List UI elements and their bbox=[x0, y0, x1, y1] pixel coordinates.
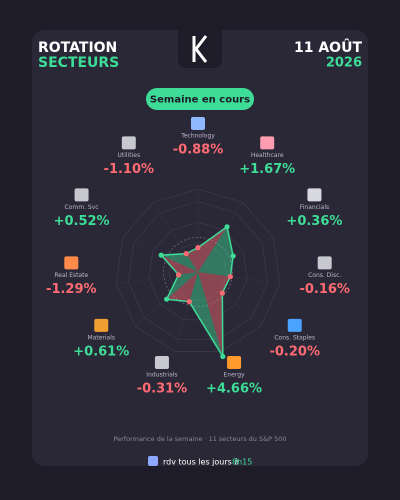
sector-name: Technology bbox=[180, 133, 215, 140]
sector-icon bbox=[227, 356, 242, 370]
radar-segment bbox=[189, 272, 223, 357]
title: ROTATION bbox=[38, 40, 117, 56]
radar-ring bbox=[148, 221, 248, 321]
sector-value: +0.61% bbox=[73, 344, 129, 359]
radar-point bbox=[227, 274, 233, 280]
radar-spoke bbox=[197, 271, 261, 327]
sector-name: Comm. Svc bbox=[65, 204, 99, 211]
sector-icon bbox=[74, 188, 89, 202]
period-button[interactable] bbox=[146, 88, 254, 110]
radar-point bbox=[195, 245, 201, 251]
cta: rdv tous les jours à bbox=[163, 458, 239, 467]
sector-icon bbox=[94, 318, 109, 332]
radar-spoke bbox=[152, 202, 199, 273]
logo bbox=[192, 35, 208, 63]
sector-icon bbox=[121, 136, 136, 150]
radar-spoke bbox=[197, 271, 280, 285]
cta-time: 8h15 bbox=[232, 458, 252, 467]
date: 11 AOÛT bbox=[294, 38, 362, 56]
sector-icon bbox=[317, 256, 332, 270]
sector-name: Real Estate bbox=[54, 272, 88, 279]
title: SECTEURS bbox=[38, 55, 119, 71]
sector-value: -0.31% bbox=[137, 382, 188, 397]
radar-segment bbox=[198, 272, 231, 294]
radar-spoke bbox=[116, 271, 199, 285]
radar-spoke bbox=[174, 271, 199, 352]
radar-point bbox=[175, 272, 182, 278]
radar-point bbox=[230, 253, 236, 259]
radar-point bbox=[220, 353, 226, 360]
sector-icon bbox=[260, 136, 275, 150]
radar-segment bbox=[166, 272, 198, 300]
sector-name: Cons. Disc. bbox=[308, 272, 341, 279]
footnote: Performance de la semaine · 11 secteurs … bbox=[113, 435, 286, 443]
radar-spoke bbox=[197, 237, 274, 273]
sector-value: +0.36% bbox=[286, 214, 342, 229]
calendar-icon bbox=[148, 456, 158, 466]
radar-spoke bbox=[197, 202, 244, 273]
zero-ring bbox=[163, 237, 233, 307]
sector-icon bbox=[287, 318, 302, 332]
sector-name: Materials bbox=[88, 334, 116, 341]
logo-notch bbox=[178, 30, 222, 68]
sector-value: -0.20% bbox=[269, 344, 320, 359]
sector-name: Cons. Staples bbox=[274, 334, 315, 341]
sector-name: Financials bbox=[300, 204, 329, 211]
radar-point bbox=[186, 299, 192, 305]
sector-name: Energy bbox=[224, 372, 245, 379]
radar-segment bbox=[166, 272, 198, 302]
radar-point bbox=[224, 224, 230, 230]
sector-value: +4.66% bbox=[206, 382, 262, 397]
sector-value: -0.88% bbox=[173, 143, 224, 158]
radar-point bbox=[158, 252, 164, 258]
sector-icon bbox=[191, 117, 205, 130]
sector-name: Industrials bbox=[146, 372, 177, 379]
radar-ring bbox=[115, 188, 281, 352]
radar-segment bbox=[198, 255, 234, 277]
radar-segment bbox=[161, 253, 198, 272]
radar-shape bbox=[159, 225, 234, 360]
sector-value: +1.67% bbox=[239, 162, 295, 177]
sector-value: -0.16% bbox=[299, 282, 350, 297]
radar-segment bbox=[198, 226, 234, 272]
sector-icon bbox=[307, 188, 322, 202]
radar-segment bbox=[161, 255, 198, 275]
sector-name: Healthcare bbox=[251, 152, 284, 159]
radar: Technology -0.88% Healthcare +1.67% Financia… bbox=[46, 117, 350, 397]
radar-ring bbox=[168, 242, 228, 301]
radar-segment bbox=[198, 226, 228, 272]
sector-value: -1.29% bbox=[46, 282, 97, 297]
radar-point bbox=[183, 251, 189, 257]
radar-segment bbox=[198, 272, 223, 357]
radar-segment bbox=[186, 247, 198, 272]
radar-point bbox=[164, 296, 170, 302]
sector-value: +0.52% bbox=[54, 214, 110, 229]
period-button-label[interactable]: Semaine en cours bbox=[150, 95, 250, 106]
date: 2026 bbox=[326, 56, 362, 71]
sector-icon bbox=[154, 356, 169, 370]
sector-icon bbox=[64, 256, 79, 270]
radar-point bbox=[219, 290, 225, 296]
radar-ring bbox=[127, 201, 269, 340]
sector-value: -1.10% bbox=[104, 162, 155, 177]
radar-spoke bbox=[197, 271, 222, 352]
sector-name: Utilities bbox=[118, 152, 141, 159]
